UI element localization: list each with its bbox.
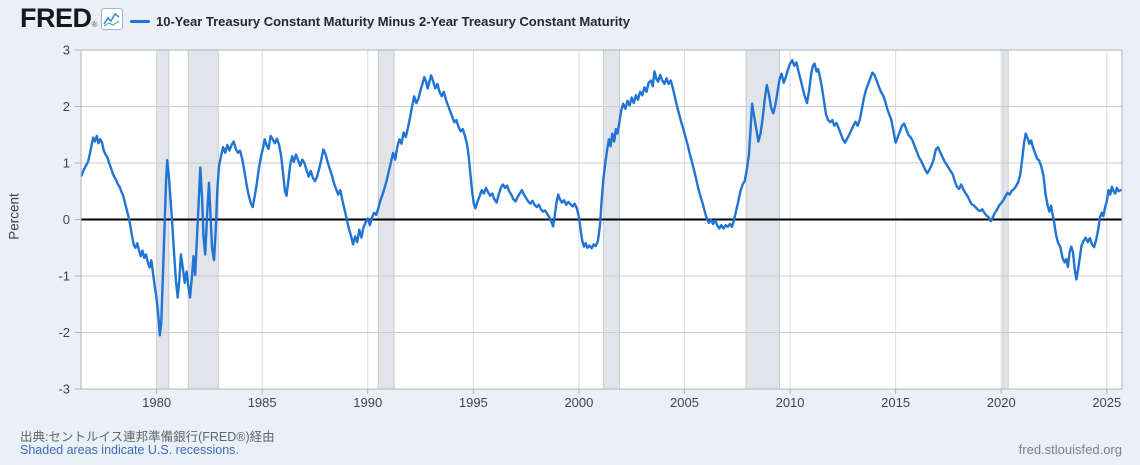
registered-mark: ® [91, 20, 98, 29]
x-tick-label: 1995 [459, 395, 488, 410]
x-tick-label: 2000 [564, 395, 593, 410]
y-tick-label: 0 [63, 212, 70, 227]
x-tick-label: 2005 [670, 395, 699, 410]
source-note: 出典:セントルイス連邦準備銀行(FRED®)経由 [20, 430, 275, 444]
y-tick-label: -3 [58, 382, 70, 397]
fred-logo: FRED® [20, 4, 97, 39]
y-tick-label: 3 [63, 43, 70, 58]
x-tick-label: 2010 [776, 395, 805, 410]
x-tick-label: 2025 [1092, 395, 1121, 410]
x-tick-label: 1980 [142, 395, 171, 410]
site-url: fred.stlouisfed.org [1018, 442, 1122, 457]
x-tick-label: 1985 [248, 395, 277, 410]
y-tick-label: 2 [63, 99, 70, 114]
x-tick-label: 2015 [881, 395, 910, 410]
y-axis-title: Percent [6, 193, 22, 240]
legend-line-swatch [130, 20, 150, 23]
fred-sparkline-icon [101, 8, 123, 30]
series-line[interactable] [80, 59, 1122, 337]
y-tick-label: -2 [58, 325, 70, 340]
y-tick-label: -1 [58, 269, 70, 284]
series-title: 10-Year Treasury Constant Maturity Minus… [156, 14, 630, 29]
x-tick-label: 1990 [353, 395, 382, 410]
x-tick-label: 2020 [987, 395, 1016, 410]
y-tick-label: 1 [63, 156, 70, 171]
fred-logo-text: FRED [20, 3, 92, 33]
recession-note-link[interactable]: Shaded areas indicate U.S. recessions. [20, 443, 239, 457]
